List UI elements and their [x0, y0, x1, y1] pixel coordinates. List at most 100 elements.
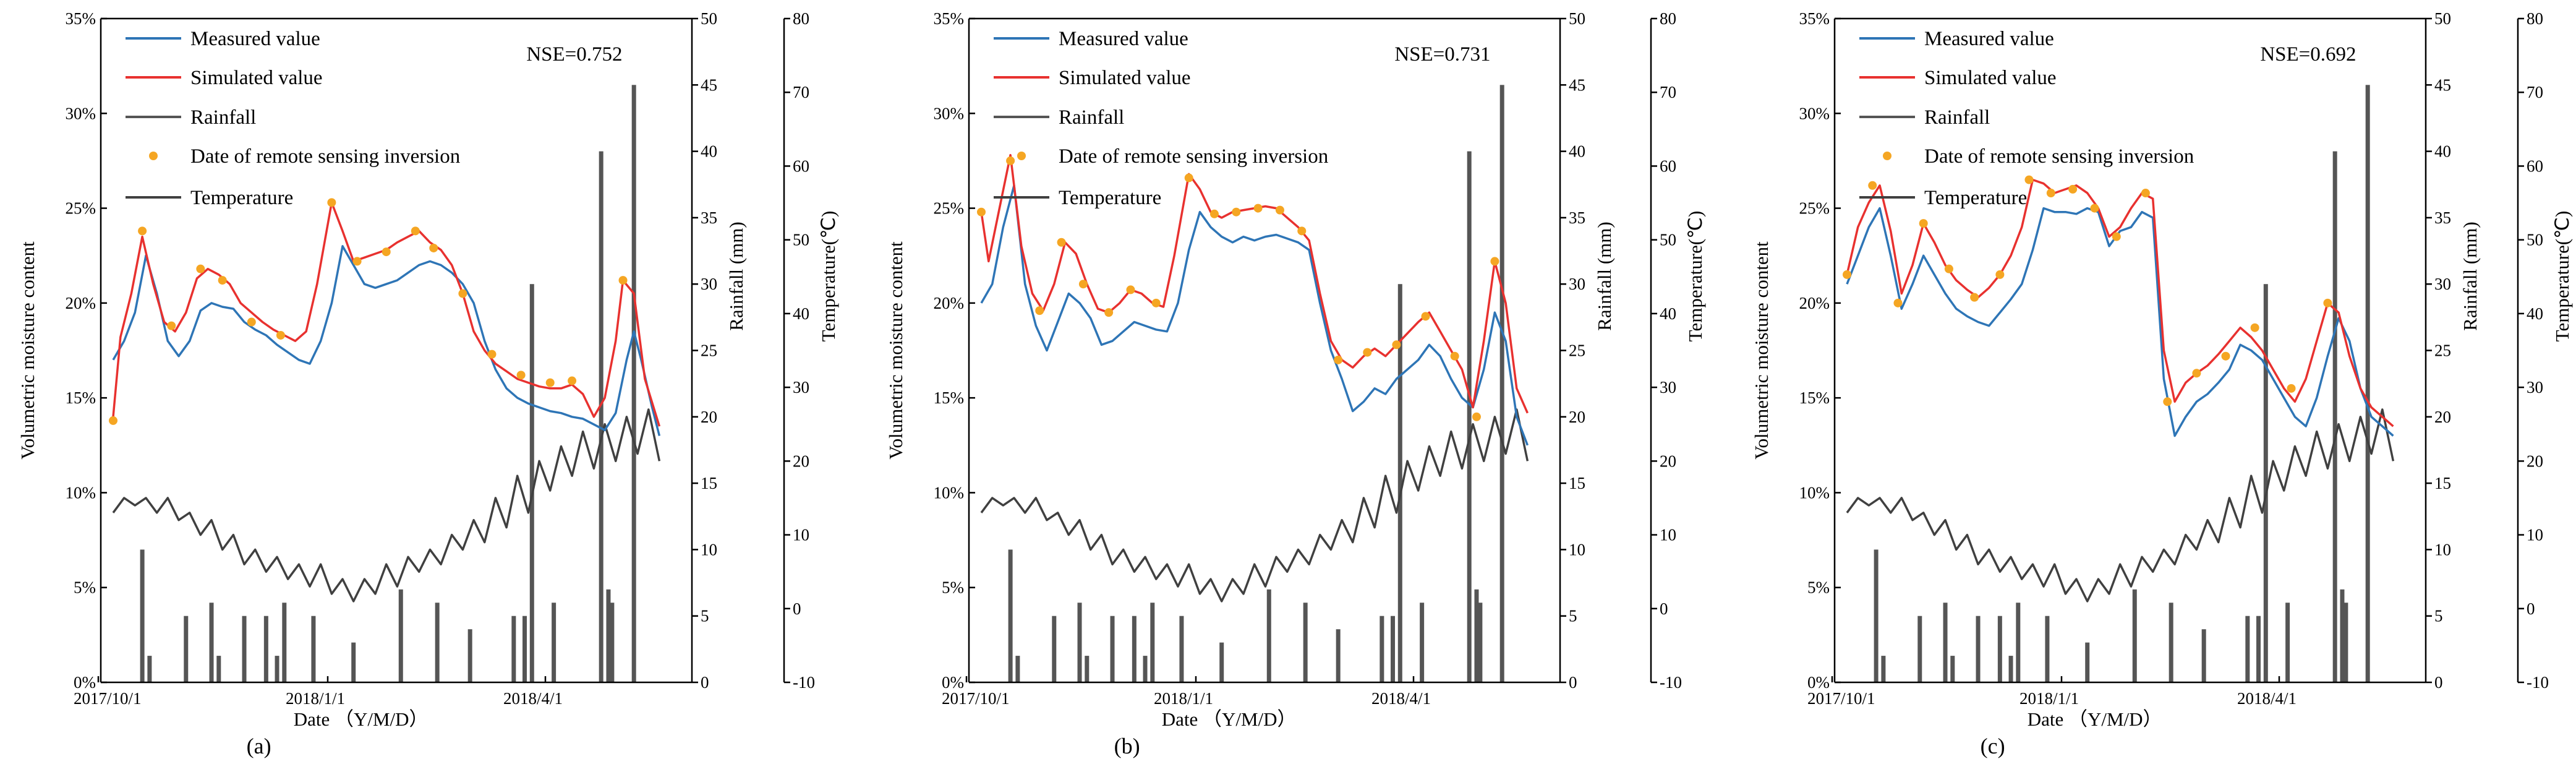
rs-date-point	[1104, 308, 1114, 317]
rs-date-point	[2112, 232, 2121, 241]
y-tick-label-rain: 40	[701, 142, 717, 161]
y-tick-label-temp: 60	[1660, 157, 1676, 175]
rainfall-bar	[606, 589, 611, 682]
rainfall-bar	[263, 616, 268, 682]
y-tick-label-left: 10%	[1799, 483, 1830, 502]
measured-line	[112, 245, 661, 436]
rainfall-bar	[2344, 603, 2348, 682]
y-tick-label-left: 25%	[1799, 199, 1830, 218]
legend-label: Date of remote sensing inversion	[190, 145, 460, 168]
x-tick-label: 2018/1/1	[2019, 689, 2079, 708]
rainfall-bar	[184, 616, 189, 682]
rainfall-bar	[1219, 642, 1224, 682]
rainfall-bar	[599, 151, 603, 683]
y-tick-label-rain: 15	[701, 474, 717, 492]
nse-annotation: NSE=0.692	[2260, 43, 2356, 66]
y-tick-label-rain: 20	[2434, 408, 2451, 426]
y-tick-label-left: 30%	[66, 104, 96, 122]
rainfall-bar	[275, 656, 279, 682]
y-tick-label-rain: 30	[701, 275, 717, 293]
y-tick-label-rain: 35	[701, 208, 717, 227]
nse-annotation: NSE=0.731	[1394, 43, 1490, 66]
y-tick-label-left: 15%	[934, 388, 965, 407]
legend-label: Simulated value	[1924, 67, 2057, 89]
y-tick-label-left: 0%	[1807, 673, 1830, 692]
y-tick-label-left: 10%	[66, 483, 96, 502]
rs-date-point	[1363, 348, 1372, 357]
rainfall-bar	[1478, 603, 1483, 682]
rainfall-bar	[2169, 603, 2173, 682]
rs-date-point	[1151, 298, 1161, 307]
rs-date-point	[276, 330, 285, 340]
y-tick-label-rain: 45	[701, 75, 717, 94]
rainfall-bar	[1499, 85, 1504, 683]
rainfall-bar	[1132, 616, 1137, 682]
rainfall-bar	[1380, 616, 1384, 682]
rs-date-point	[1184, 173, 1193, 182]
rs-date-point	[1297, 226, 1307, 236]
rainfall-bar	[2340, 589, 2345, 682]
rs-date-point	[1970, 293, 1979, 302]
y-axis-title-rain: Rainfall (mm)	[2459, 221, 2481, 330]
rainfall-bar	[216, 656, 221, 682]
y-tick-label-rain: 10	[2434, 540, 2451, 559]
rainfall-bar	[610, 603, 615, 682]
y-tick-label-left: 25%	[934, 199, 965, 218]
y-axis-title-left: Volumetric moisture content	[1751, 241, 1772, 460]
rs-date-point	[429, 243, 438, 252]
rainfall-bar	[2008, 656, 2013, 682]
simulated-line	[1846, 178, 2394, 427]
rs-date-point	[618, 276, 628, 285]
rainfall-bar	[1997, 616, 2002, 682]
rs-date-point	[977, 207, 986, 217]
legend-label: Rainfall	[1059, 106, 1124, 129]
y-tick-label-temp: 10	[2527, 526, 2543, 544]
rainfall-bar	[209, 603, 214, 682]
y-tick-label-left: 5%	[74, 578, 96, 597]
rainfall-bar	[2332, 151, 2337, 683]
y-tick-label-temp: 0	[2527, 599, 2535, 618]
legend-swatch-rs-dates	[1017, 152, 1026, 160]
y-tick-label-left: 5%	[942, 578, 964, 597]
rainfall-bar	[1950, 656, 1955, 682]
rs-date-point	[2046, 189, 2055, 198]
rainfall-bar	[1303, 603, 1308, 682]
rainfall-bar	[1266, 589, 1271, 682]
x-tick-label: 2017/10/1	[1807, 689, 1875, 708]
y-tick-label-temp: 80	[2527, 9, 2543, 28]
y-tick-label-temp: 60	[793, 157, 809, 175]
y-tick-label-rain: 15	[2434, 474, 2451, 492]
rs-date-point	[1392, 340, 1401, 350]
y-axis-title-temp: Temperature(℃)	[2551, 211, 2573, 342]
y-axis-title-temp: Temperature(℃)	[817, 211, 839, 342]
y-tick-label-temp: 80	[1660, 9, 1676, 28]
y-tick-label-temp: 30	[793, 378, 809, 397]
y-tick-label-left: 20%	[1799, 294, 1830, 312]
y-tick-label-left: 25%	[66, 199, 96, 218]
rainfall-bar	[522, 616, 527, 682]
y-tick-label-temp: 70	[1660, 83, 1676, 101]
y-axis-title-left: Volumetric moisture content	[17, 241, 38, 460]
rainfall-bar	[242, 616, 247, 682]
rs-date-point	[138, 226, 147, 236]
rs-date-point	[2090, 204, 2099, 213]
y-tick-label-rain: 0	[1569, 673, 1577, 692]
rs-date-point	[1995, 270, 2005, 279]
rs-date-point	[487, 350, 497, 359]
y-tick-label-rain: 45	[1569, 75, 1585, 94]
rs-date-point	[109, 416, 117, 425]
rs-date-point	[1006, 156, 1015, 165]
rs-date-point	[218, 276, 227, 285]
rainfall-bar	[1008, 549, 1013, 682]
x-tick-label: 2017/10/1	[942, 689, 1010, 708]
y-tick-label-temp: 40	[1660, 304, 1676, 323]
rainfall-bar	[1052, 616, 1057, 682]
rs-date-point	[2221, 351, 2230, 361]
y-tick-label-rain: 5	[701, 607, 709, 625]
rainfall-bar	[1077, 603, 1082, 682]
panel-label: (a)	[247, 734, 271, 758]
rainfall-bar	[147, 656, 152, 682]
rainfall-bar	[1420, 603, 1425, 682]
y-tick-label-left: 20%	[934, 294, 965, 312]
